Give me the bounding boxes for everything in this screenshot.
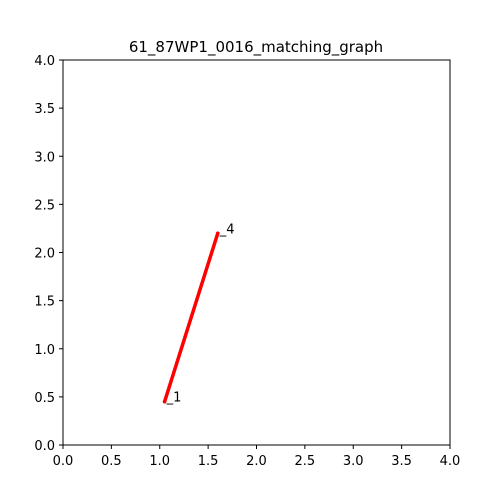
chart-title: 61_87WP1_0016_matching_graph xyxy=(129,38,383,57)
x-tick-label: 4.0 xyxy=(440,454,461,469)
plot-area: _1 _4 xyxy=(162,222,235,406)
node-label: _1 xyxy=(166,391,182,406)
x-tick-label: 1.5 xyxy=(198,454,219,469)
graph-node xyxy=(216,231,220,236)
x-tick-label: 0.5 xyxy=(101,454,122,469)
y-tick-label: 2.5 xyxy=(34,198,55,213)
y-tick-label: 3.0 xyxy=(34,150,55,165)
plot-frame xyxy=(62,59,451,446)
x-tick-label: 2.5 xyxy=(295,454,316,469)
graph-edge xyxy=(162,231,220,404)
x-tick-label: 1.0 xyxy=(149,454,170,469)
x-tick-label: 3.0 xyxy=(343,454,364,469)
y-tick-label: 3.5 xyxy=(34,102,55,117)
x-axis: 0.0 0.5 1.0 1.5 2.0 2.5 3.0 3.5 4.0 xyxy=(53,445,461,469)
y-tick-label: 1.0 xyxy=(34,343,55,358)
y-axis: 0.0 0.5 1.0 1.5 2.0 2.5 3.0 3.5 4.0 xyxy=(34,54,63,454)
y-tick-label: 1.5 xyxy=(34,295,55,310)
x-tick-label: 3.5 xyxy=(391,454,412,469)
graph-node xyxy=(162,399,167,404)
y-tick-label: 0.5 xyxy=(34,391,55,406)
node-label: _4 xyxy=(219,222,235,237)
y-tick-label: 4.0 xyxy=(34,54,55,69)
y-tick-label: 2.0 xyxy=(34,247,55,262)
y-tick-label: 0.0 xyxy=(34,439,55,454)
x-tick-label: 0.0 xyxy=(53,454,74,469)
x-tick-label: 2.0 xyxy=(246,454,267,469)
